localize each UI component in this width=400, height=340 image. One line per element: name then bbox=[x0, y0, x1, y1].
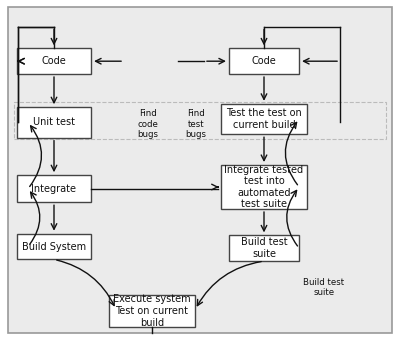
Text: Build test
suite: Build test suite bbox=[241, 237, 287, 259]
Text: Find
code
bugs: Find code bugs bbox=[138, 109, 158, 139]
Bar bbox=[221, 165, 307, 209]
Text: Test the test on
current build: Test the test on current build bbox=[226, 108, 302, 130]
Text: Build System: Build System bbox=[22, 241, 86, 252]
Bar bbox=[109, 295, 195, 327]
Text: Execute system
Test on current
build: Execute system Test on current build bbox=[113, 294, 191, 328]
Text: Unit test: Unit test bbox=[33, 117, 75, 128]
Bar bbox=[17, 107, 91, 138]
Bar bbox=[17, 48, 91, 74]
Text: Integrate: Integrate bbox=[32, 184, 76, 194]
Bar bbox=[229, 48, 299, 74]
Bar bbox=[229, 236, 299, 261]
Bar bbox=[17, 175, 91, 202]
Text: Integrate tested
test into
automated
test suite: Integrate tested test into automated tes… bbox=[224, 165, 304, 209]
Text: Code: Code bbox=[42, 56, 66, 66]
Text: Find
test
bugs: Find test bugs bbox=[186, 109, 206, 139]
Bar bbox=[14, 102, 386, 139]
Bar bbox=[221, 104, 307, 134]
Bar bbox=[17, 234, 91, 259]
Text: Build test
suite: Build test suite bbox=[304, 277, 344, 297]
Text: Code: Code bbox=[252, 56, 276, 66]
